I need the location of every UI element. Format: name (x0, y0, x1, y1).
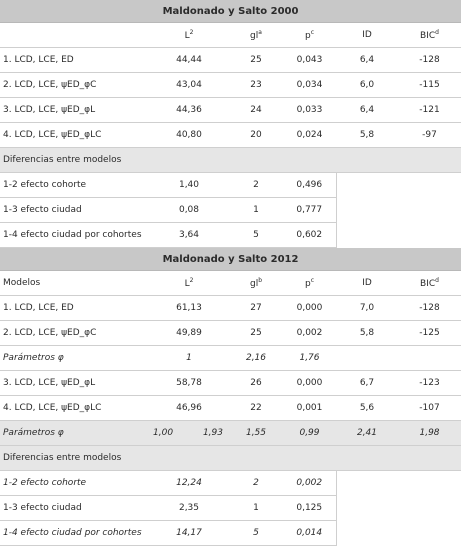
model-row: 2. LCD, LCE, ψED_φC 49,89 25 0,002 5,8 -125 (0, 320, 461, 346)
diff-label-row-2000: Diferencias entre modelos (0, 147, 461, 173)
header-row-2012: Modelos L2 glb pc ID BICd (0, 270, 461, 296)
diff-label-row-2012: Diferencias entre modelos (0, 445, 461, 471)
diff-row: 1-2 efecto cohorte 12,24 2 0,002 (0, 470, 461, 496)
params-row-1: Parámetros φ 1 2,16 1,76 (0, 345, 461, 371)
diff-row: 1-3 efecto ciudad 2,35 1 0,125 (0, 495, 461, 521)
model-row: 4. LCD, LCE, ψED_φLC 40,80 20 0,024 5,8 -97 (0, 122, 461, 148)
model-row: 4. LCD, LCE, ψED_φLC 46,96 22 0,001 5,6 -107 (0, 395, 461, 421)
diff-row: 1-4 efecto ciudad por cohortes 14,17 5 0,01… (0, 520, 461, 546)
model-row: 2. LCD, LCE, ψED_φC 43,04 23 0,034 6,0 -115 (0, 72, 461, 98)
section-title-2012: Maldonado y Salto 2012 (0, 247, 461, 271)
model-row: 3. LCD, LCE, ψED_φL 58,78 26 0,000 6,7 -123 (0, 370, 461, 396)
diff-row: 1-3 efecto ciudad 0,08 1 0,777 (0, 197, 461, 223)
section-title-2000: Maldonado y Salto 2000 (0, 0, 461, 23)
header-row-2000: L2 gla pc ID BICd (0, 22, 461, 48)
diff-row: 1-2 efecto cohorte 1,40 2 0,496 (0, 172, 461, 198)
params-row-2: Parámetros φ 1,00 1,93 1,55 0,99 2,41 1,9… (0, 420, 461, 446)
diff-row: 1-4 efecto ciudad por cohortes 3,64 5 0,602 (0, 222, 461, 248)
model-row: 1. LCD, LCE, ED 44,44 25 0,043 6,4 -128 (0, 47, 461, 73)
model-row: 1. LCD, LCE, ED 61,13 27 0,000 7,0 -128 (0, 295, 461, 321)
model-row: 3. LCD, LCE, ψED_φL 44,36 24 0,033 6,4 -121 (0, 97, 461, 123)
